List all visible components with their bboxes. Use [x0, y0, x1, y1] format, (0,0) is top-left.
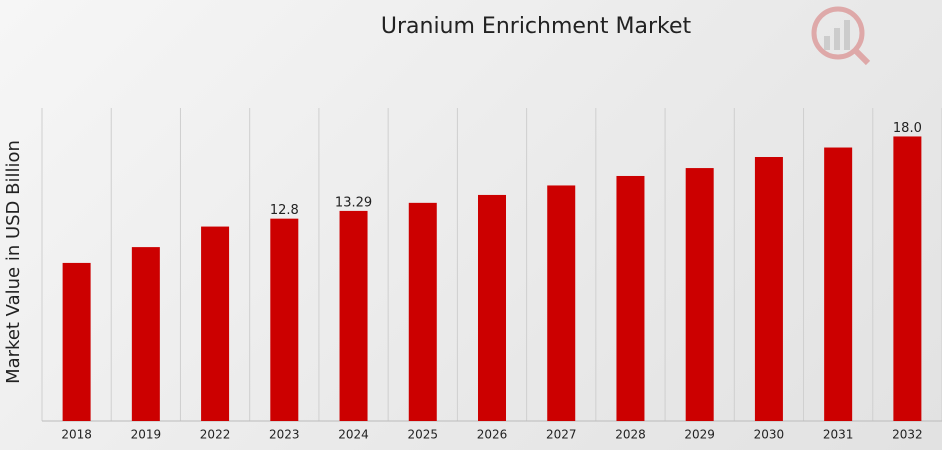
x-tick-label: 2026: [477, 428, 508, 442]
logo-bar: [844, 20, 850, 50]
bar: [754, 157, 783, 421]
x-tick-label: 2030: [754, 428, 785, 442]
chart-title: Uranium Enrichment Market: [381, 14, 692, 39]
x-tick-label: 2024: [338, 428, 369, 442]
logo-bar: [824, 36, 830, 50]
x-tick-label: 2032: [892, 428, 923, 442]
logo: [811, 6, 871, 66]
bar: [824, 147, 853, 421]
bar: [131, 247, 160, 421]
x-tick-label: 2027: [546, 428, 577, 442]
bar: [478, 194, 506, 421]
bar: [547, 185, 576, 421]
x-tick-label: 2023: [269, 428, 300, 442]
x-tick-label: 2019: [131, 428, 162, 442]
x-tick-label: 2031: [823, 428, 854, 442]
logo-bar: [834, 28, 840, 50]
y-axis-label: Market Value in USD Billion: [3, 140, 24, 384]
x-tick-label: 2018: [61, 428, 92, 442]
value-label: 12.8: [270, 203, 299, 218]
x-tick-label: 2022: [200, 428, 231, 442]
bar: [62, 262, 91, 421]
logo-handle: [853, 48, 871, 66]
x-tick-label: 2029: [684, 428, 715, 442]
bar: [201, 226, 230, 421]
bar: [616, 175, 645, 421]
bar: [339, 210, 368, 421]
value-label: 13.29: [335, 195, 372, 210]
logo-ring: [811, 6, 865, 60]
x-tick-label: 2025: [407, 428, 438, 442]
bar: [893, 136, 922, 422]
bar: [685, 168, 714, 421]
x-tick-label: 2028: [615, 428, 646, 442]
bar: [408, 202, 437, 421]
bar: [270, 218, 299, 421]
value-label: 18.0: [893, 121, 922, 136]
